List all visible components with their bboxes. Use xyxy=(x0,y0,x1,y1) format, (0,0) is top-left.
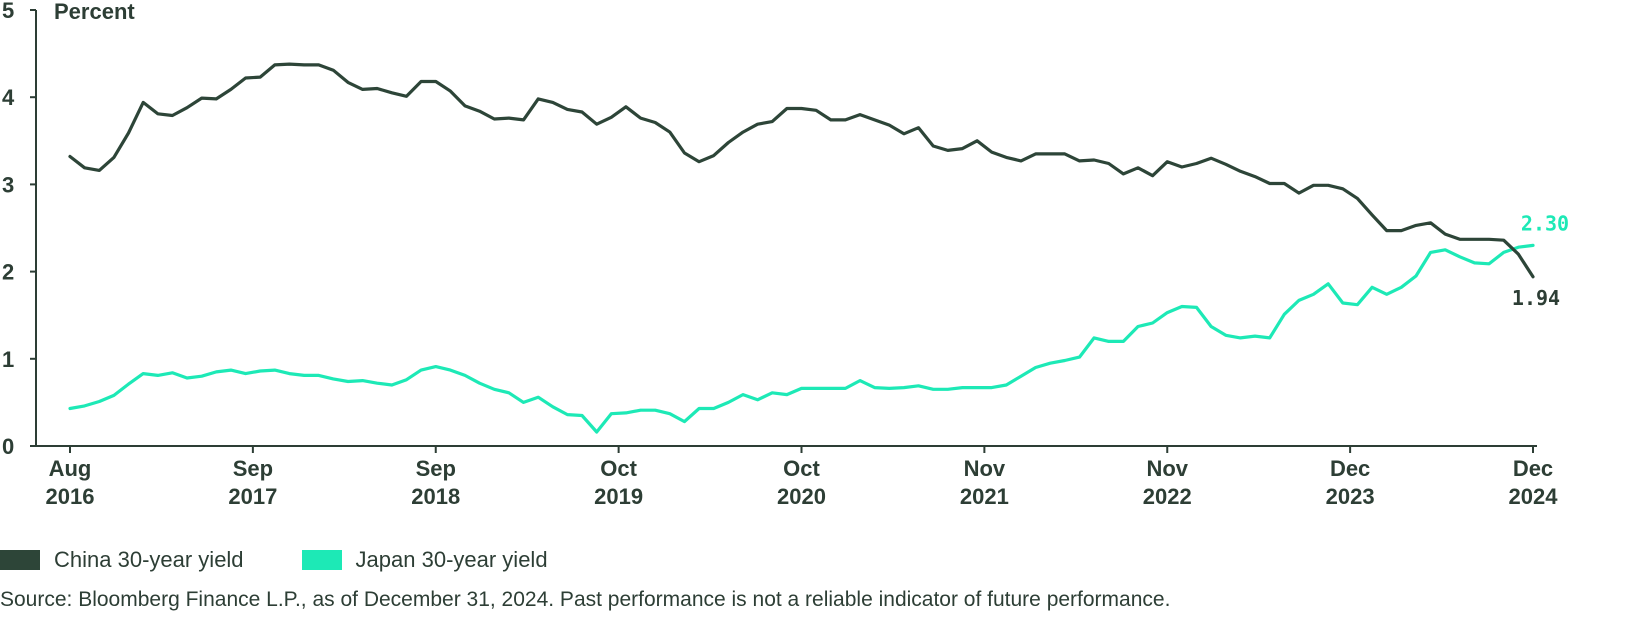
x-tick-year: 2021 xyxy=(960,484,1009,509)
x-tick-month: Aug xyxy=(49,456,92,481)
china-end-label: 1.94 xyxy=(1512,286,1560,310)
legend: China 30-year yield Japan 30-year yield xyxy=(0,545,606,575)
x-tick-year: 2016 xyxy=(46,484,95,509)
legend-swatch-china xyxy=(0,550,40,570)
legend-label-china: China 30-year yield xyxy=(54,547,244,572)
x-axis: Aug 2016 Sep 2017 Sep 2018 Oct 2019 Oct 2020 Nov 20… xyxy=(36,445,1559,509)
x-tick-month: Nov xyxy=(964,456,1006,481)
y-tick-label: 5 xyxy=(2,0,14,23)
y-axis-unit-label: Percent xyxy=(54,0,135,24)
japan-end-label: 2.30 xyxy=(1521,211,1569,235)
source-note: Source: Bloomberg Finance L.P., as of De… xyxy=(0,588,1171,611)
series-layer xyxy=(68,62,1535,434)
x-tick-month: Oct xyxy=(600,456,637,481)
y-tick-label: 4 xyxy=(2,85,15,110)
y-tick-label: 3 xyxy=(2,172,14,197)
line-chart: 0 1 2 3 4 5 Percent Aug 2016 Sep 2017 Sep 2018 Oct 20… xyxy=(2,0,1569,509)
x-tick-month: Nov xyxy=(1146,456,1188,481)
end-labels: 1.94 2.30 xyxy=(1512,211,1569,309)
china-yield-line xyxy=(68,62,1535,279)
x-tick-year: 2022 xyxy=(1143,484,1192,509)
legend-item-japan: Japan 30-year yield xyxy=(301,547,548,573)
x-tick-month: Oct xyxy=(783,456,820,481)
y-tick-label: 0 xyxy=(2,434,14,459)
japan-yield-line xyxy=(68,243,1535,434)
x-tick-year: 2017 xyxy=(228,484,277,509)
legend-label-japan: Japan 30-year yield xyxy=(355,547,548,572)
x-tick-year: 2018 xyxy=(411,484,460,509)
y-axis: 0 1 2 3 4 5 Percent xyxy=(2,0,135,459)
x-tick-month: Sep xyxy=(416,456,456,481)
x-tick-year: 2024 xyxy=(1509,484,1559,509)
x-tick-year: 2019 xyxy=(594,484,643,509)
legend-item-china: China 30-year yield xyxy=(0,547,244,573)
x-tick-month: Dec xyxy=(1513,456,1553,481)
x-tick-month: Dec xyxy=(1330,456,1370,481)
y-tick-label: 1 xyxy=(2,347,14,372)
x-tick-month: Sep xyxy=(233,456,273,481)
x-tick-year: 2023 xyxy=(1326,484,1375,509)
legend-swatch-japan xyxy=(301,550,342,570)
x-tick-year: 2020 xyxy=(777,484,826,509)
y-tick-label: 2 xyxy=(2,260,14,285)
